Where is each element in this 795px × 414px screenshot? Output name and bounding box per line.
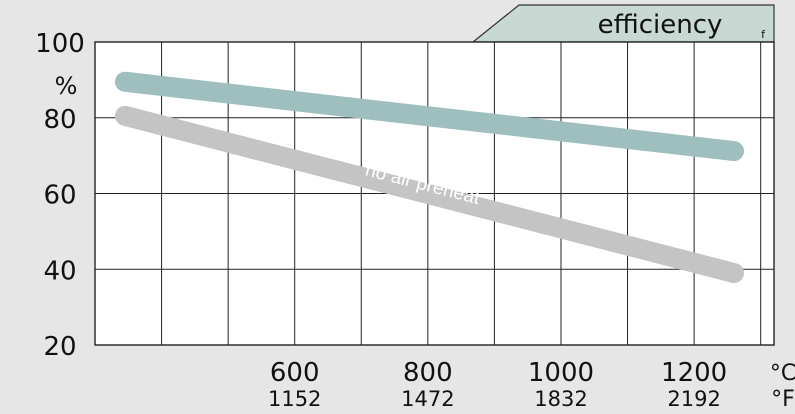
y-tick-label: 40	[43, 256, 76, 286]
y-tick-label: 100	[35, 29, 85, 59]
y-tick-label: 20	[43, 332, 76, 362]
series-line-0	[114, 71, 745, 162]
y-tick-label: 60	[43, 181, 76, 211]
title-tab: efficiency f	[471, 4, 775, 43]
x-tick-label-fahrenheit: 2192	[667, 387, 720, 411]
y-tick-label: 80	[43, 105, 76, 135]
x-tick-label-celsius: 800	[403, 358, 453, 388]
x-tick-label-fahrenheit: 1472	[401, 387, 454, 411]
x-tick-label-celsius: 1000	[528, 358, 594, 388]
grid	[95, 42, 774, 345]
x-tick-label-celsius: 600	[270, 358, 320, 388]
x-tick-label-fahrenheit: 1152	[268, 387, 321, 411]
series-line-1	[114, 105, 745, 284]
x-axis-unit-fahrenheit: °F	[771, 387, 795, 412]
chart-title-suffix: f	[761, 28, 766, 41]
chart-title: efficiency	[598, 10, 723, 40]
series-group	[114, 71, 745, 284]
x-tick-label-celsius: 1200	[661, 358, 727, 388]
x-axis-unit-celsius: °C	[770, 361, 795, 386]
y-axis-unit: %	[55, 72, 78, 100]
x-tick-label-fahrenheit: 1832	[534, 387, 587, 411]
